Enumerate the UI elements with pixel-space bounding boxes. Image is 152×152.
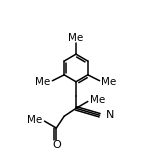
Text: Me: Me xyxy=(90,95,105,105)
Text: N: N xyxy=(105,110,114,120)
Text: Me: Me xyxy=(68,33,84,43)
Text: Me: Me xyxy=(27,115,43,125)
Text: Me: Me xyxy=(35,77,50,87)
Text: Me: Me xyxy=(101,77,116,87)
Text: O: O xyxy=(52,140,61,150)
